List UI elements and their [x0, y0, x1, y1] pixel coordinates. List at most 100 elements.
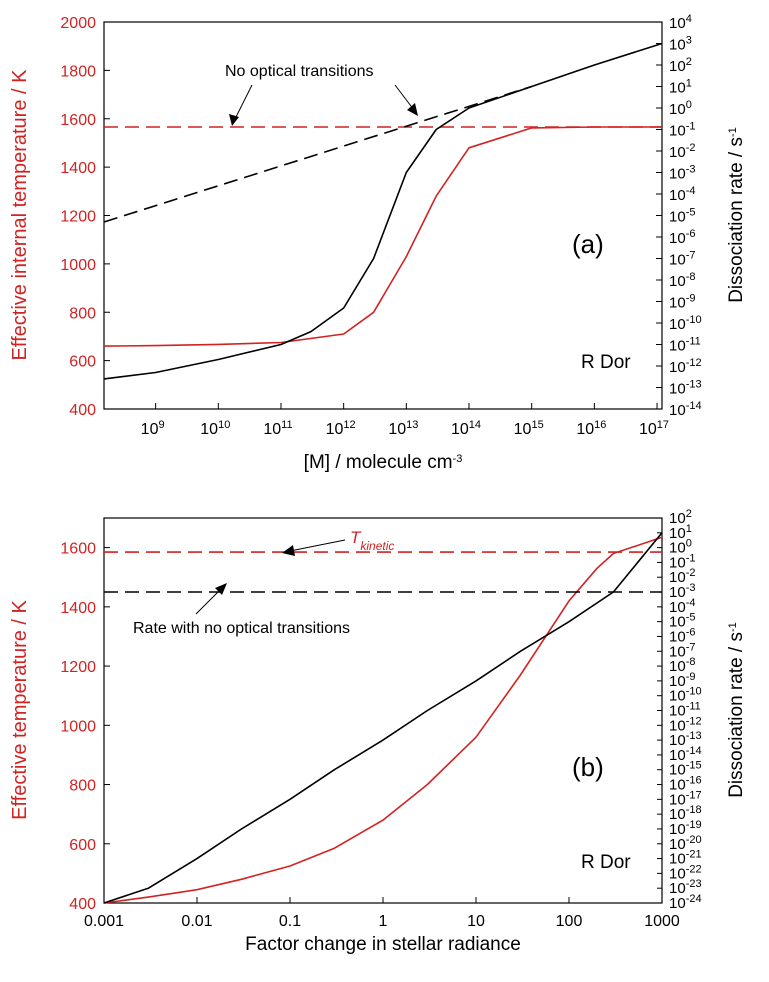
y-right-tick-label-a: 104 — [669, 13, 692, 32]
x-tick-label-a: 1015 — [514, 419, 544, 438]
y-left-tick-label-b: 1000 — [60, 718, 96, 735]
x-tick-label-b: 0.01 — [181, 913, 212, 930]
y-right-tick-label-b: 10-22 — [669, 863, 702, 882]
y-right-tick-label-b: 10-3 — [669, 582, 695, 601]
annotation-rate-b: Rate with no optical transitions — [133, 620, 350, 637]
y-right-tick-label-b: 10-1 — [669, 552, 695, 571]
y-right-tick-label-a: 10-5 — [669, 207, 695, 226]
plot-frame-b — [103, 517, 663, 904]
arrow-head-2-a — [407, 103, 418, 116]
arrow-line-rate-b — [195, 587, 223, 615]
y-left-tick-label-b: 1200 — [60, 659, 96, 676]
y-right-tick-label-b: 10-4 — [669, 597, 695, 616]
y-right-tick-label-a: 10-9 — [669, 293, 695, 312]
arrow-head-tk-b — [282, 545, 295, 556]
y-right-tick-label-a: 10-6 — [669, 228, 695, 247]
annotation-tkinetic-b: Tkinetic — [350, 528, 394, 553]
series-line-b-2 — [103, 532, 663, 904]
y-right-tick-label-a: 10-7 — [669, 250, 695, 269]
y-left-tick-label-b: 1400 — [60, 600, 96, 617]
y-right-tick-label-a: 10-10 — [669, 314, 702, 333]
y-right-tick-label-a: 10-3 — [669, 164, 695, 183]
y-left-tick-label-a: 2000 — [60, 15, 96, 32]
x-tick-label-a: 1014 — [451, 419, 481, 438]
y-right-tick-label-b: 10-6 — [669, 626, 695, 645]
x-tick-label-b: 10 — [467, 913, 485, 930]
y-right-axis-label-a: Dissociation rate / s-1 — [726, 127, 747, 303]
star-label-b: R Dor — [581, 852, 631, 873]
x-axis-label-a: [M] / molecule cm-3 — [304, 452, 463, 473]
y-right-tick-label-a: 101 — [669, 78, 692, 97]
x-tick-label-a: 1012 — [326, 419, 356, 438]
y-right-tick-label-b: 10-5 — [669, 612, 695, 631]
y-right-tick-label-b: 10-12 — [669, 715, 702, 734]
x-tick-label-b: 0.1 — [279, 913, 301, 930]
y-left-tick-label-a: 1000 — [60, 257, 96, 274]
x-tick-label-a: 1017 — [639, 419, 669, 438]
y-right-tick-label-b: 10-17 — [669, 789, 702, 808]
y-right-tick-label-b: 10-21 — [669, 849, 702, 868]
y-right-tick-label-b: 101 — [669, 523, 692, 542]
x-tick-label-a: 1011 — [263, 419, 292, 438]
arrow-head-1-a — [229, 114, 239, 126]
y-right-tick-label-b: 10-16 — [669, 775, 702, 794]
y-right-tick-label-a: 10-1 — [669, 121, 695, 140]
y-right-tick-label-b: 10-2 — [669, 567, 695, 586]
y-right-tick-label-b: 10-20 — [669, 834, 702, 853]
x-tick-label-a: 1010 — [200, 419, 230, 438]
y-right-tick-label-a: 10-14 — [669, 400, 702, 419]
y-right-tick-label-b: 10-15 — [669, 760, 702, 779]
y-right-tick-label-a: 10-2 — [669, 142, 695, 161]
y-right-tick-label-a: 10-8 — [669, 271, 695, 290]
y-right-tick-label-b: 102 — [669, 508, 692, 527]
y-right-tick-label-a: 10-11 — [669, 336, 701, 355]
y-right-tick-label-a: 103 — [669, 35, 692, 54]
series-line-a-3 — [103, 85, 532, 223]
y-right-tick-label-a: 102 — [669, 56, 692, 75]
series-line-a-0 — [103, 126, 662, 347]
x-tick-label-a: 1016 — [576, 419, 606, 438]
y-right-tick-label-b: 10-7 — [669, 641, 695, 660]
y-right-tick-label-b: 10-11 — [669, 701, 701, 720]
y-left-tick-label-a: 1200 — [60, 209, 96, 226]
y-right-tick-label-b: 10-14 — [669, 745, 702, 764]
y-right-tick-label-b: 100 — [669, 538, 692, 557]
star-label-a: R Dor — [581, 352, 631, 373]
y-right-tick-label-a: 10-4 — [669, 185, 695, 204]
series-line-a-2 — [103, 42, 663, 380]
y-left-tick-label-a: 600 — [69, 354, 96, 371]
panel-label-b: (b) — [572, 752, 604, 782]
y-right-tick-label-b: 10-19 — [669, 819, 702, 838]
y-left-tick-label-a: 800 — [69, 305, 96, 322]
y-right-tick-label-b: 10-9 — [669, 671, 695, 690]
y-right-tick-label-b: 10-23 — [669, 878, 702, 897]
arrow-head-rate-b — [215, 583, 227, 595]
y-left-axis-label-a: Effective internal temperature / K — [9, 69, 31, 361]
y-left-tick-label-a: 1400 — [60, 160, 96, 177]
arrow-line-2-a — [394, 84, 415, 111]
annotation-no-optical-a: No optical transitions — [225, 63, 374, 80]
y-right-tick-label-a: 10-12 — [669, 357, 702, 376]
y-left-tick-label-b: 400 — [69, 896, 96, 913]
series-line-b-0 — [103, 536, 663, 904]
y-right-tick-label-b: 10-10 — [669, 686, 702, 705]
x-tick-label-b: 1 — [379, 913, 388, 930]
arrow-line-tk-b — [289, 539, 346, 552]
y-right-tick-label-b: 10-13 — [669, 730, 702, 749]
x-tick-label-b: 0.001 — [84, 913, 124, 930]
y-right-axis-label-b: Dissociation rate / s-1 — [726, 622, 747, 798]
y-left-tick-label-a: 400 — [69, 402, 96, 419]
y-left-tick-label-a: 1800 — [60, 63, 96, 80]
y-right-tick-label-b: 10-8 — [669, 656, 695, 675]
x-tick-label-a: 109 — [141, 419, 165, 438]
arrow-line-1-a — [233, 84, 253, 122]
y-left-tick-label-a: 1600 — [60, 112, 96, 129]
y-left-tick-label-b: 600 — [69, 837, 96, 854]
x-tick-label-b: 100 — [556, 913, 583, 930]
x-tick-label-a: 1013 — [388, 419, 418, 438]
y-left-axis-label-b: Effective temperature / K — [9, 599, 31, 819]
y-right-tick-label-b: 10-18 — [669, 804, 702, 823]
x-tick-label-b: 1000 — [644, 913, 680, 930]
y-right-tick-label-a: 100 — [669, 99, 692, 118]
